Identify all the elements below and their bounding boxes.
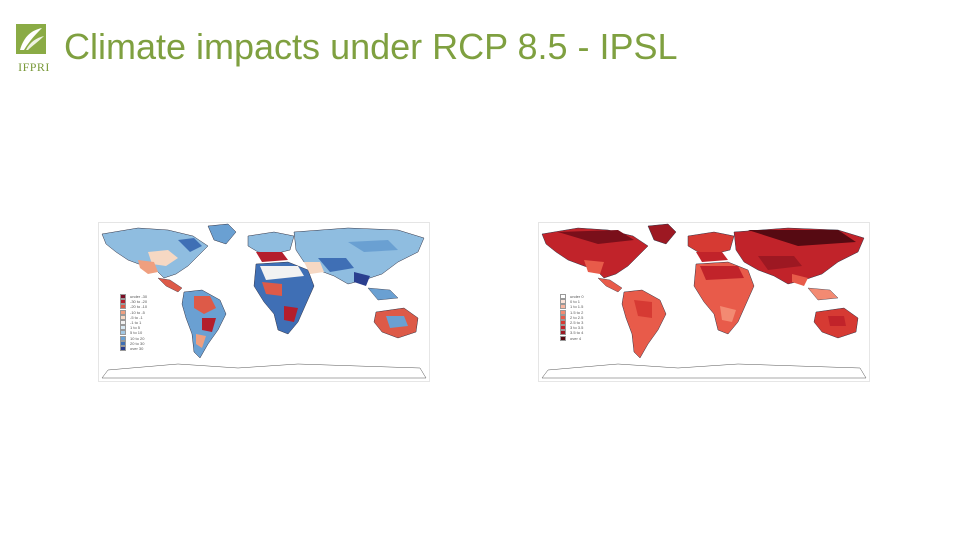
legend-item: under 0 [560,294,584,300]
legend-label: 20 to 30 [130,340,145,346]
greenland [207,223,237,245]
legend-label: -20 to -10 [130,304,148,310]
legend-label: 2 to 2.5 [570,314,584,320]
legend-item: 5 to 10 [120,330,147,336]
legend-label: 1.5 to 2 [570,309,584,315]
legend-swatch [120,325,126,331]
legend-label: 5 to 10 [130,330,143,336]
legend-swatch [560,299,566,305]
precipitation-map-graphic [98,222,430,382]
legend-swatch [120,345,126,351]
legend-swatch [120,299,126,305]
legend-item: 3.5 to 4 [560,330,584,336]
legend-item: -5 to -1 [120,314,147,320]
ifpri-logo: IFPRI [14,22,54,74]
legend-label: 0 to 1 [570,299,581,305]
legend-label: 2.5 to 3 [570,320,584,326]
legend-label: under 0 [570,294,584,300]
legend-swatch [120,340,126,346]
legend-label: 1 to 1.5 [570,304,584,310]
legend-swatch [560,335,566,341]
south-america [621,289,667,359]
legend-item: 0 to 1 [560,299,584,305]
legend-item: -20 to -10 [120,304,148,310]
legend-swatch [120,335,126,341]
legend-swatch [560,294,566,300]
precipitation-legend: under -30 -30 to -20 -20 to -10 -10 to -5 -5… [120,294,147,351]
legend-label: -10 to -5 [130,309,145,315]
temperature-map-graphic [538,222,870,382]
legend-item: -10 to -5 [120,309,147,315]
legend-label: 3 to 3.5 [570,325,584,331]
legend-item: 1.5 to 2 [560,309,584,315]
greenland [647,223,677,245]
legend-swatch [120,330,126,336]
legend-swatch [560,309,566,315]
legend-item: 20 to 30 [120,340,147,346]
legend-label: -5 to -1 [130,314,143,320]
legend-label: over 4 [570,335,582,341]
africa [693,261,755,335]
legend-swatch [120,294,126,300]
legend-swatch [120,309,126,315]
precipitation-change-map: under -30 -30 to -20 -20 to -10 -10 to -5 -5… [98,222,430,382]
legend-swatch [560,314,566,320]
legend-swatch [560,304,566,310]
legend-swatch [120,304,126,310]
legend-label: over 30 [130,345,144,351]
legend-item: -1 to 1 [120,320,147,326]
legend-item: -30 to -20 [120,299,148,305]
legend-item: 3 to 3.5 [560,325,584,331]
africa [253,261,315,335]
antarctica [541,363,867,379]
legend-item: 1 to 5 [120,325,147,331]
legend-swatch [560,325,566,331]
legend-label: -30 to -20 [130,299,148,305]
legend-item: under -30 [120,294,148,300]
legend-item: 1 to 1.5 [560,304,584,310]
antarctica [101,363,427,379]
legend-label: under -30 [130,294,148,300]
leaf-icon [16,24,46,54]
legend-label: 10 to 20 [130,335,145,341]
legend-item: over 4 [560,335,584,341]
legend-label: -1 to 1 [130,320,142,326]
legend-swatch [560,330,566,336]
legend-item: 2 to 2.5 [560,314,584,320]
page-title: Climate impacts under RCP 8.5 - IPSL [64,26,678,67]
legend-item: over 30 [120,345,147,351]
legend-item: 10 to 20 [120,335,147,341]
legend-swatch [560,320,566,326]
legend-label: 1 to 5 [130,325,141,331]
legend-swatch [120,314,126,320]
legend-item: 2.5 to 3 [560,320,584,326]
logo-text: IFPRI [18,60,50,74]
legend-swatch [120,320,126,326]
legend-label: 3.5 to 4 [570,330,584,336]
